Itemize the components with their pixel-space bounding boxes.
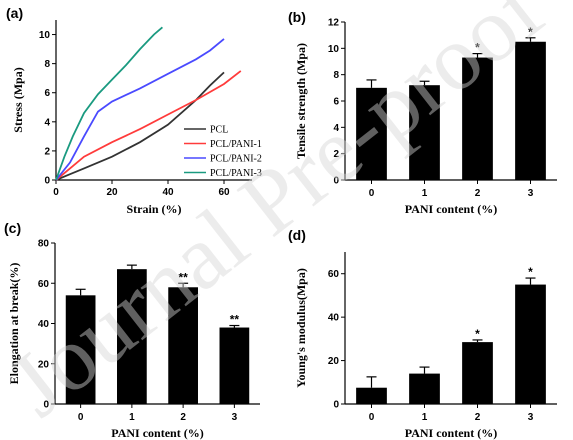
bar-2: [462, 57, 493, 180]
x-tick-label: 0: [369, 412, 375, 423]
x-tick-label: 3: [528, 188, 534, 199]
x-tick-label: 0: [53, 187, 59, 198]
x-tick-label: 3: [232, 412, 238, 423]
x-tick-label: 2: [475, 412, 481, 423]
y-tick-label: 8: [333, 70, 339, 81]
x-axis-title: PANI content (%): [111, 426, 203, 440]
x-axis-title: Strain (%): [127, 202, 182, 216]
y-axis-title: Tensile strength (Mpa): [294, 43, 308, 159]
series-line-2: [55, 38, 225, 181]
y-axis-title: Elongation at break(%): [7, 263, 21, 385]
x-tick-label: 2: [475, 188, 481, 199]
y-axis-title: Stress (Mpa): [11, 67, 25, 132]
significance-marker: *: [528, 25, 533, 39]
significance-marker: **: [230, 313, 240, 327]
x-axis-title: PANI content (%): [405, 202, 497, 216]
y-tick-label: 12: [328, 18, 340, 29]
y-tick-label: 2: [333, 149, 339, 160]
y-tick-label: 0: [333, 400, 339, 411]
bar-0: [356, 87, 387, 180]
y-tick-label: 6: [44, 88, 50, 99]
panel-letter: (a): [6, 5, 23, 21]
y-axis-title: Young's modulus(Mpa): [294, 268, 308, 388]
x-tick-label: 20: [106, 187, 118, 198]
legend-entry: PCL: [210, 125, 228, 136]
series-line-3: [55, 26, 163, 181]
bar-0: [65, 295, 96, 404]
y-tick-label: 60: [38, 279, 50, 290]
x-tick-label: 0: [369, 188, 375, 199]
y-tick-label: 0: [43, 400, 49, 411]
y-tick-label: 0: [333, 176, 339, 187]
panel-letter: (b): [288, 9, 306, 25]
x-axis-title: PANI content (%): [405, 426, 497, 440]
y-tick-label: 6: [333, 97, 339, 108]
y-tick-label: 2: [44, 146, 50, 157]
y-tick-label: 80: [38, 239, 50, 250]
y-tick-label: 40: [328, 313, 340, 324]
bar-3: [219, 327, 250, 404]
significance-marker: *: [475, 41, 480, 55]
bar-1: [409, 85, 440, 180]
y-tick-label: 8: [44, 59, 50, 70]
bar-3: [515, 284, 546, 404]
y-tick-label: 4: [44, 117, 50, 128]
bar-3: [515, 41, 546, 180]
bar-2: [462, 342, 493, 404]
legend-entry: PCL/PANI-1: [210, 139, 262, 150]
x-tick-label: 1: [422, 188, 428, 199]
panel-letter: (c): [4, 220, 21, 236]
y-tick-label: 10: [328, 44, 340, 55]
y-tick-label: 40: [38, 319, 50, 330]
legend-entry: PCL/PANI-2: [210, 154, 262, 165]
bar-1: [117, 269, 147, 404]
series-line-1: [55, 70, 242, 181]
x-tick-label: 2: [180, 412, 186, 423]
legend-entry: PCL/PANI-3: [210, 168, 262, 179]
significance-marker: *: [528, 265, 533, 279]
y-tick-label: 0: [44, 176, 50, 187]
significance-marker: **: [178, 270, 188, 284]
panel-a: (a) 0 2 4 6 8 10 Stress (Mpa) Strain (%) 0 20 40 60 P…: [6, 5, 262, 216]
bar-1: [409, 373, 440, 404]
x-tick-label: 1: [422, 412, 428, 423]
x-tick-label: 60: [218, 187, 230, 198]
panel-letter: (d): [288, 227, 306, 243]
series-line-0: [55, 71, 225, 181]
y-tick-label: 20: [328, 356, 340, 367]
x-tick-label: 0: [78, 412, 84, 423]
bar-0: [356, 387, 387, 404]
x-tick-label: 3: [528, 412, 534, 423]
bar-2: [168, 287, 198, 404]
y-tick-label: 60: [328, 269, 340, 280]
significance-marker: *: [475, 327, 480, 341]
x-tick-label: 40: [162, 187, 174, 198]
y-tick-label: 20: [38, 359, 50, 370]
y-tick-label: 10: [39, 30, 51, 41]
y-tick-label: 4: [333, 123, 339, 134]
x-tick-label: 1: [129, 412, 135, 423]
